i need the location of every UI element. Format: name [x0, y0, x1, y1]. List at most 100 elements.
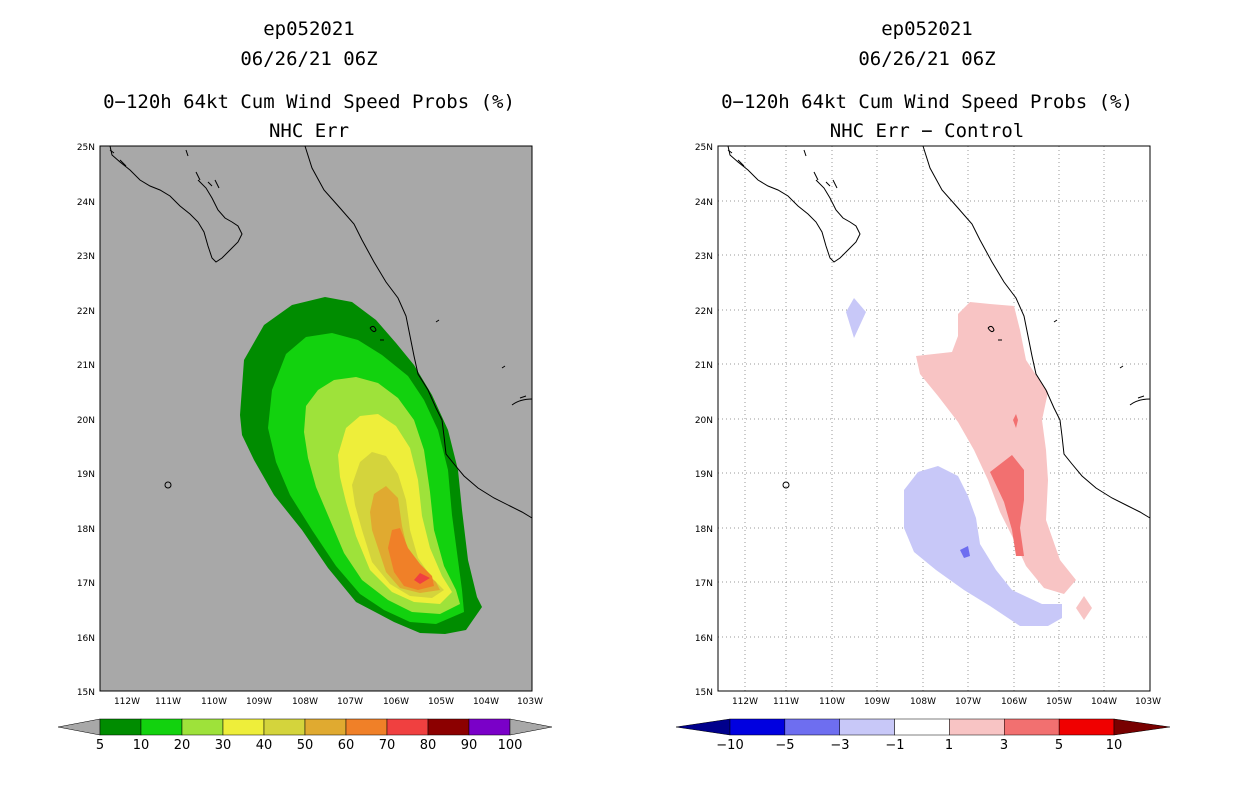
lon-label: 111W	[773, 697, 799, 707]
lon-label: 109W	[864, 697, 890, 707]
lat-label: 21N	[77, 361, 95, 371]
subtitle: NHC Err − Control	[829, 120, 1025, 142]
lat-label: 22N	[695, 307, 713, 317]
probability-contours	[240, 297, 482, 634]
lat-label: 24N	[695, 198, 713, 208]
contour-neg-1b	[846, 298, 866, 338]
lat-label: 25N	[695, 143, 713, 153]
lon-label: 104W	[1091, 697, 1117, 707]
lat-label: 16N	[695, 634, 713, 644]
contour-70	[414, 573, 430, 584]
lat-label: 18N	[77, 525, 95, 535]
map-frame	[717, 145, 1151, 692]
colorbar-label: 100	[498, 738, 523, 753]
datetime-title: 06/26/21 06Z	[858, 48, 996, 70]
colorbar-swatch	[1004, 718, 1060, 736]
colorbar-swatch	[181, 718, 224, 736]
lat-labels: 25N 24N 23N 22N 21N 20N 19N 18N 17N 16N …	[695, 143, 713, 698]
panel-left: ep052021 06/26/21 06Z 0−120h 64kt Cum Wi…	[57, 18, 553, 753]
datetime-title: 06/26/21 06Z	[240, 48, 378, 70]
colorbar-label: 1	[945, 738, 953, 753]
contour-neg-3	[960, 546, 970, 558]
lon-label: 103W	[517, 697, 543, 707]
lat-label: 25N	[77, 143, 95, 153]
colorbar-swatch	[894, 718, 950, 736]
colorbar-label: 90	[461, 738, 478, 753]
lat-label: 21N	[695, 361, 713, 371]
lon-label: 108W	[910, 697, 936, 707]
colorbar-swatch	[386, 718, 429, 736]
colorbar-label: 20	[174, 738, 191, 753]
colorbar-label: −3	[830, 738, 849, 753]
lon-label: 105W	[1046, 697, 1072, 707]
lon-label: 112W	[114, 697, 140, 707]
difference-contours	[846, 298, 1092, 626]
lat-labels: 25N 24N 23N 22N 21N 20N 19N 18N 17N 16N …	[77, 143, 95, 698]
colorbar-swatch	[140, 718, 183, 736]
map-right: 25N 24N 23N 22N 21N 20N 19N 18N 17N 16N …	[695, 143, 1161, 707]
subtitle: NHC Err	[268, 120, 350, 142]
colorbar-label: 40	[256, 738, 273, 753]
colorbar-label: 50	[297, 738, 314, 753]
map-left: 25N 24N 23N 22N 21N 20N 19N 18N 17N 16N …	[77, 143, 543, 707]
lat-label: 15N	[77, 688, 95, 698]
colorbar-left: 5 10 20 30 40 50 60 70 80 90 100	[57, 718, 553, 753]
coastline	[727, 145, 1151, 519]
colorbar-swatch	[304, 718, 347, 736]
colorbar-labels: −10 −5 −3 −1 1 3 5 10	[716, 738, 1122, 753]
lat-label: 23N	[695, 252, 713, 262]
colorbar-label: 60	[338, 738, 355, 753]
lat-label: 15N	[695, 688, 713, 698]
lat-label: 16N	[77, 634, 95, 644]
lon-labels: 112W 111W 110W 109W 108W 107W 106W 105W …	[114, 697, 543, 707]
lon-label: 107W	[955, 697, 981, 707]
storm-id-title: ep052021	[263, 18, 355, 40]
colorbar-swatch	[839, 718, 895, 736]
map-frame	[99, 145, 533, 692]
colorbar-swatch	[427, 718, 470, 736]
lon-label: 112W	[732, 697, 758, 707]
lat-label: 19N	[77, 470, 95, 480]
colorbar-label: 3	[1000, 738, 1008, 753]
colorbar-left-arrow	[675, 718, 731, 736]
lon-label: 104W	[473, 697, 499, 707]
colorbar-labels: 5 10 20 30 40 50 60 70 80 90 100	[96, 738, 523, 753]
lat-label: 20N	[695, 416, 713, 426]
lat-label: 17N	[695, 579, 713, 589]
lat-label: 22N	[77, 307, 95, 317]
colorbar-swatch	[949, 718, 1005, 736]
contour-pos-1b	[1076, 596, 1092, 620]
panel-right: ep052021 06/26/21 06Z 0−120h 64kt Cum Wi…	[618, 0, 1236, 800]
lon-label: 107W	[337, 697, 363, 707]
colorbar-swatch	[222, 718, 265, 736]
lon-label: 111W	[155, 697, 181, 707]
colorbar-label: −10	[716, 738, 743, 753]
lat-label: 23N	[77, 252, 95, 262]
colorbar-right-arrow	[1113, 718, 1171, 736]
colorbar-label: 10	[133, 738, 150, 753]
contour-pos-1	[916, 302, 1076, 594]
colorbar-left-arrow	[57, 718, 101, 736]
lon-label: 106W	[1001, 697, 1027, 707]
colorbar-right: −10 −5 −3 −1 1 3 5 10	[675, 718, 1171, 753]
lon-labels: 112W 111W 110W 109W 108W 107W 106W 105W …	[732, 697, 1161, 707]
lon-label: 110W	[819, 697, 845, 707]
colorbar-label: 5	[1055, 738, 1063, 753]
lon-label: 109W	[246, 697, 272, 707]
colorbar-swatch	[468, 718, 511, 736]
product-title: 0−120h 64kt Cum Wind Speed Probs (%)	[721, 91, 1133, 113]
product-title: 0−120h 64kt Cum Wind Speed Probs (%)	[103, 91, 515, 113]
colorbar-swatch	[784, 718, 840, 736]
lat-label: 18N	[695, 525, 713, 535]
colorbar-swatch	[263, 718, 306, 736]
colorbar-swatch	[729, 718, 786, 736]
lat-label: 20N	[77, 416, 95, 426]
lat-label: 17N	[77, 579, 95, 589]
colorbar-label: −5	[775, 738, 794, 753]
contour-pos-3b	[1013, 414, 1018, 428]
colorbar-swatch	[345, 718, 388, 736]
lon-label: 108W	[292, 697, 318, 707]
lon-label: 103W	[1135, 697, 1161, 707]
lat-label: 24N	[77, 198, 95, 208]
colorbar-label: 5	[96, 738, 104, 753]
